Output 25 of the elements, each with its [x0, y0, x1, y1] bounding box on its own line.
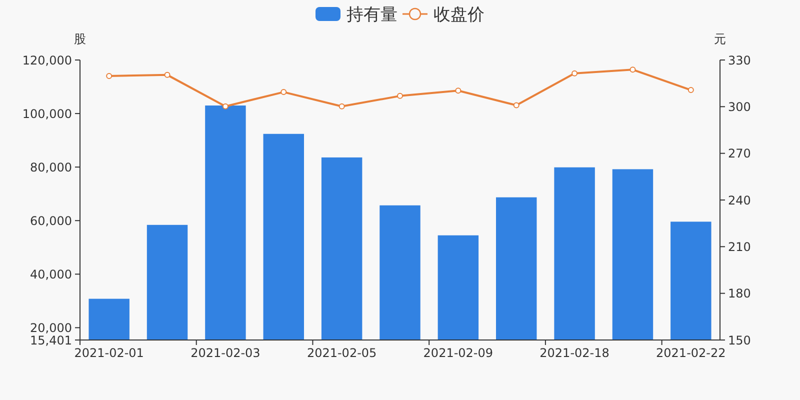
- y-tick-label: 80,000: [30, 160, 72, 174]
- y-tick-label: 40,000: [30, 267, 72, 282]
- y2-tick-label: 180: [728, 286, 751, 301]
- y-tick-label: 60,000: [30, 214, 72, 228]
- y2-tick-label: 330: [728, 53, 751, 68]
- legend-label: 收盘价: [434, 5, 484, 26]
- y2-axis-title: 元: [714, 32, 726, 46]
- x-tick-label: 2021-02-18: [540, 346, 610, 360]
- y-tick-label: 20,000: [30, 320, 72, 335]
- x-tick-label: 2021-02-03: [190, 346, 260, 360]
- y-tick-label: 120,000: [22, 53, 72, 68]
- y2-tick-label: 210: [728, 240, 751, 254]
- y-axis-title: 股: [74, 32, 86, 46]
- x-tick-label: 2021-02-22: [656, 346, 726, 360]
- x-tick-label: 2021-02-01: [74, 346, 144, 360]
- legend: 持有量 收盘价: [316, 5, 484, 26]
- y2-tick-label: 240: [728, 193, 751, 208]
- y-tick-label: 15,401: [30, 333, 72, 348]
- y2-tick-label: 150: [728, 333, 751, 348]
- y2-tick-label: 270: [728, 146, 751, 161]
- x-tick-label: 2021-02-05: [306, 346, 377, 360]
- legend-label: 持有量: [346, 5, 398, 26]
- y-tick-label: 100,000: [22, 106, 72, 121]
- y2-tick-label: 300: [728, 100, 751, 114]
- x-tick-label: 2021-02-09: [423, 346, 494, 360]
